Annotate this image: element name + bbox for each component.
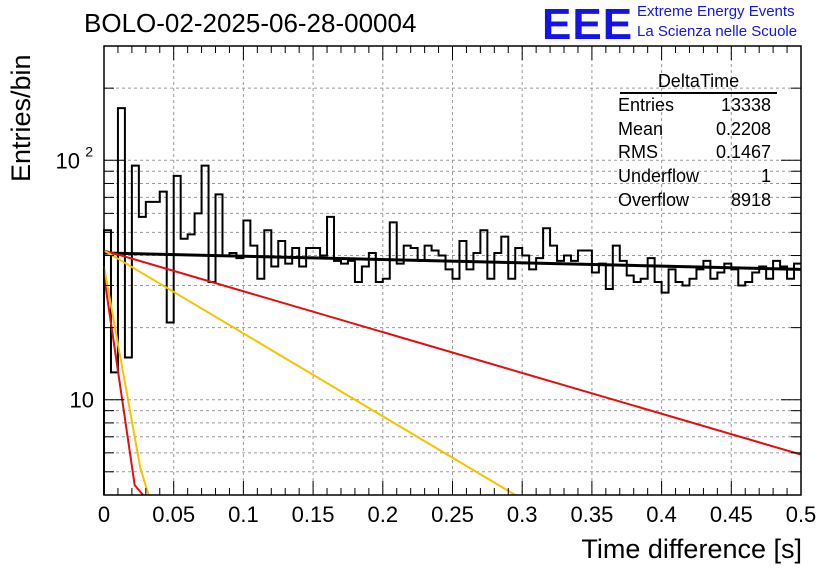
x-tick-label: 0.15	[292, 502, 335, 527]
stats-title: DeltaTime	[620, 70, 777, 94]
stats-label: Overflow	[618, 189, 690, 210]
histogram-deltatime	[103, 107, 801, 495]
stats-label: RMS	[618, 142, 658, 163]
chart-title: BOLO-02-2025-06-28-00004	[84, 8, 417, 38]
stats-label: Mean	[618, 118, 664, 139]
stats-label: Entries	[618, 95, 675, 115]
stats-value: 8918	[730, 189, 771, 210]
stats-row-entries: Entries 13338	[612, 94, 777, 118]
stats-row-overflow: Overflow 8918	[612, 189, 777, 213]
stats-row-rms: RMS 0.1467	[612, 141, 777, 165]
x-tick-label: 0.5	[786, 502, 817, 527]
x-tick-label: 0.3	[507, 502, 538, 527]
y-axis-label: Entries/bin	[6, 54, 36, 182]
x-tick-label: 0.05	[152, 502, 195, 527]
stats-value: 0.1467	[715, 142, 771, 163]
eee-logo: EEE	[542, 0, 634, 49]
fit-curve-yellow	[103, 249, 516, 496]
y-tick-label: 10	[70, 388, 94, 413]
stats-value: 13338	[720, 95, 771, 115]
x-tick-label: 0.2	[368, 502, 399, 527]
fit-curve-steep-yellow	[103, 266, 150, 496]
fit-curve-flat	[103, 251, 802, 271]
stats-label: Underflow	[618, 166, 700, 187]
stats-value: 0.2208	[715, 118, 771, 139]
x-tick-label: 0.4	[646, 502, 677, 527]
x-tick-label: 0.1	[228, 502, 259, 527]
x-tick-label: 0.45	[710, 502, 753, 527]
fit-curve-red	[103, 249, 802, 456]
y-tick-label: 10	[56, 148, 80, 173]
logo-caption-line1: Extreme Energy Events	[637, 3, 795, 20]
stats-row-underflow: Underflow 1	[612, 165, 777, 189]
x-axis-label: Time difference [s]	[581, 534, 802, 564]
logo-caption-line2: La Scienza nelle Scuole	[637, 23, 798, 40]
stats-box: DeltaTime Entries 13338 Mean 0.2208 RMS 0.1…	[612, 70, 777, 213]
x-tick-label: 0	[98, 502, 110, 527]
stats-row-mean: Mean 0.2208	[612, 118, 777, 142]
y-tick-exponent: 2	[85, 143, 93, 159]
x-tick-label: 0.25	[431, 502, 474, 527]
stats-value: 1	[760, 166, 771, 187]
x-tick-label: 0.35	[570, 502, 613, 527]
fit-curve-steep-red	[103, 275, 144, 496]
